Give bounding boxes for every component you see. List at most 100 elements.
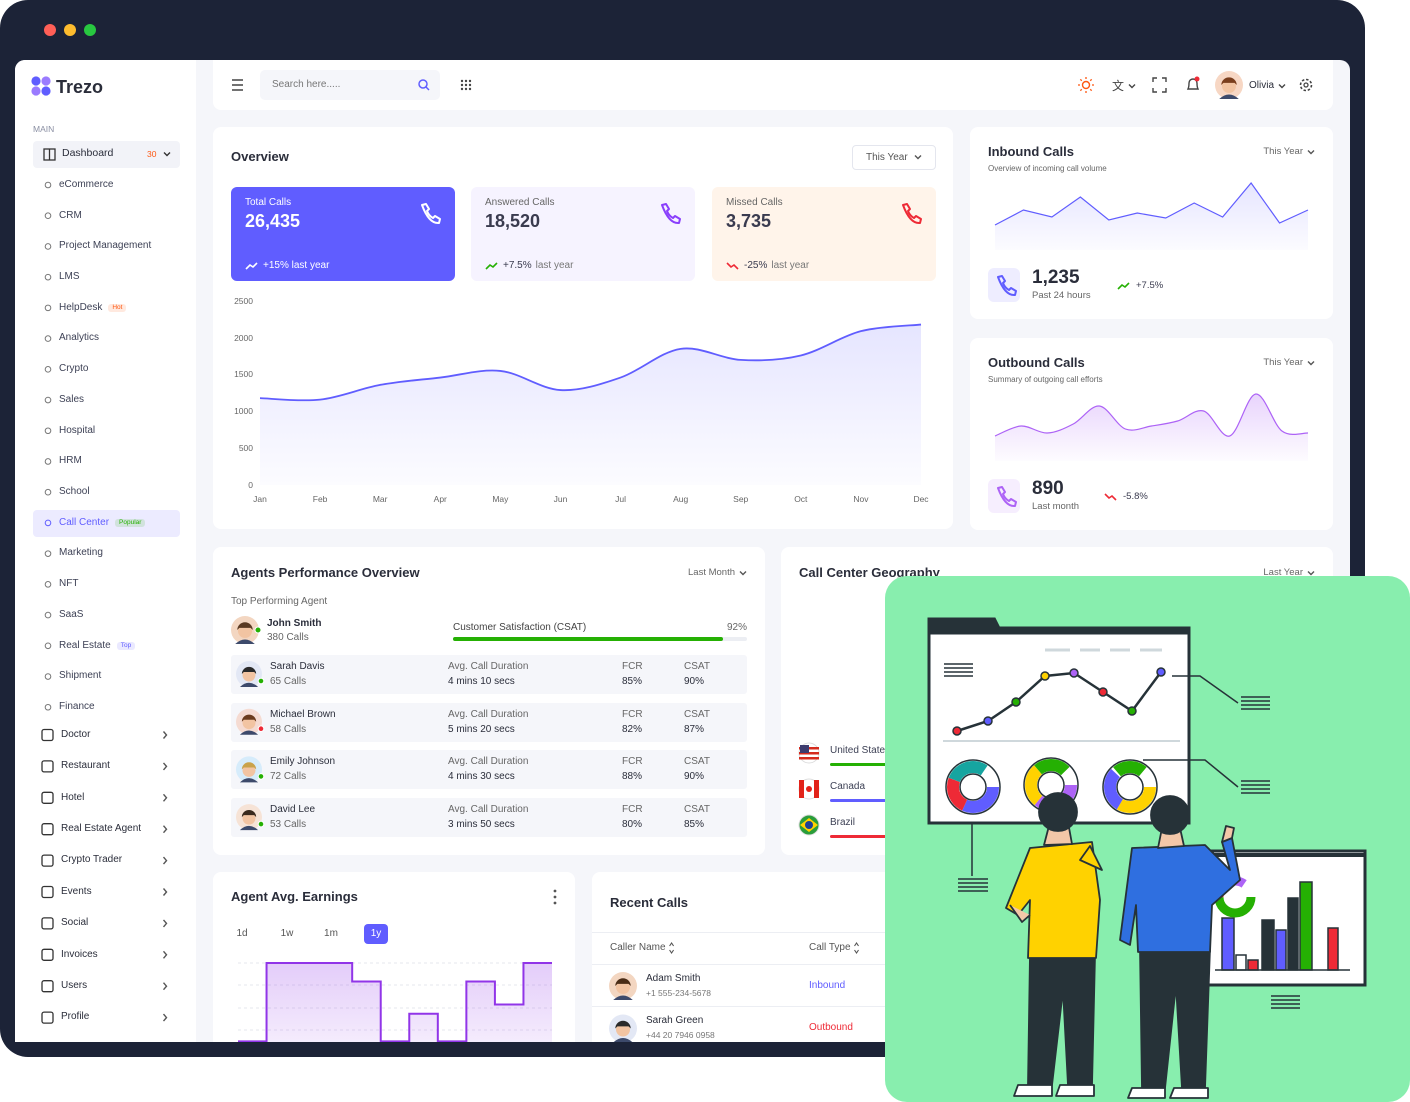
avatar-hair	[241, 762, 257, 770]
menu-item[interactable]: Real Estate Agent	[61, 823, 142, 834]
shape	[1102, 759, 1158, 815]
column-label: Avg. Call Duration	[448, 756, 529, 768]
more-icon	[553, 895, 557, 899]
apps-icon	[468, 83, 472, 87]
menu-bullet	[44, 335, 52, 342]
user-name[interactable]: Olivia	[1249, 79, 1275, 91]
menu-item[interactable]: Analytics	[59, 332, 100, 344]
sparkline	[994, 393, 1309, 437]
x-tick-label: Dec	[913, 493, 929, 504]
fcr: 82%	[622, 723, 643, 735]
person-yellow	[1005, 792, 1103, 1097]
menu-icon	[41, 948, 54, 961]
menu-item[interactable]: Shipment	[59, 670, 102, 682]
fcr: 80%	[622, 818, 643, 830]
filter-label[interactable]: This Year	[1263, 357, 1303, 369]
filter-button[interactable]	[852, 145, 936, 170]
avatar	[609, 1014, 637, 1042]
status-dot	[257, 773, 265, 780]
shape	[1116, 773, 1144, 801]
menu-item[interactable]: Profile	[61, 1011, 90, 1023]
menu-item[interactable]: HelpDesk	[59, 301, 103, 313]
menu-item[interactable]: Social	[61, 917, 89, 929]
chevron	[162, 731, 168, 739]
shape	[1156, 667, 1166, 677]
menu-item[interactable]: Dashboard	[62, 147, 114, 160]
menu-item[interactable]: Events	[61, 885, 92, 897]
menu-item[interactable]: Users	[61, 980, 88, 991]
menu-item[interactable]: Restaurant	[61, 760, 110, 772]
menu-item[interactable]: Finance	[59, 701, 95, 713]
column-header[interactable]: Call Type	[809, 941, 851, 953]
menu-item[interactable]: Real Estate	[59, 639, 111, 651]
menu-bullet	[44, 427, 52, 435]
search-placeholder: Search here.....	[272, 78, 341, 90]
whiteboard	[927, 617, 1191, 825]
menu-item[interactable]: Doctor	[61, 728, 91, 740]
theme-icon	[1089, 78, 1093, 82]
menu-item[interactable]: LMS	[59, 270, 80, 282]
menu-item[interactable]: Crypto	[59, 363, 89, 375]
chevron	[162, 1013, 168, 1022]
settings-icon	[1299, 78, 1313, 92]
menu-bullet	[44, 611, 52, 619]
menu-item[interactable]: Project Management	[59, 240, 152, 252]
stat-card	[231, 187, 455, 281]
trend-icon	[726, 262, 739, 270]
tab[interactable]: 1y	[370, 927, 382, 939]
menu-item-bg[interactable]	[33, 141, 180, 168]
apps-icon	[468, 79, 472, 83]
menu-item[interactable]: Sales	[59, 393, 85, 405]
column-header[interactable]: Caller Name	[610, 941, 666, 953]
status-dot	[257, 725, 265, 733]
filter-label[interactable]: This Year	[1263, 146, 1303, 158]
shape	[1098, 687, 1108, 697]
shape	[952, 726, 962, 736]
logo-dot	[31, 86, 41, 96]
menu-active-bg[interactable]	[33, 509, 180, 537]
tab-active[interactable]	[364, 924, 388, 944]
shape	[1299, 881, 1313, 971]
y-tick-label: 1500	[234, 369, 253, 380]
filter-label[interactable]: Last Month	[688, 567, 735, 579]
stat-value: 26,435	[245, 210, 301, 231]
menu-item[interactable]: Call Center	[59, 516, 110, 528]
search-box[interactable]	[260, 70, 440, 100]
menu-item[interactable]: Crypto Trader	[61, 854, 123, 866]
avatar	[609, 972, 637, 1000]
menu-item[interactable]: School	[59, 486, 90, 497]
dashboard-screen: 文 Trezo MAIN Dashboard 30 eCommerce CRM Projec…	[15, 60, 1350, 1042]
menu-icon	[41, 885, 54, 899]
chevron	[1307, 361, 1315, 366]
shape	[1009, 904, 1031, 923]
shape	[1127, 706, 1137, 716]
menu-item[interactable]: Marketing	[59, 547, 103, 559]
menu-item[interactable]: Hospital	[59, 424, 96, 436]
shape	[944, 663, 973, 677]
shape	[1040, 671, 1050, 681]
chart-line	[259, 323, 922, 402]
tab[interactable]: 1w	[280, 927, 294, 939]
menu-item[interactable]: Hotel	[61, 791, 85, 803]
tab[interactable]: 1d	[236, 927, 248, 939]
sparkline-area	[995, 393, 1308, 461]
csat: 87%	[684, 723, 705, 735]
menu-item[interactable]: Invoices	[61, 948, 98, 960]
menu-item[interactable]: HRM	[59, 455, 82, 467]
menu-item[interactable]: eCommerce	[59, 178, 114, 190]
menu-badge: Popular	[115, 518, 146, 527]
stat-label: Missed Calls	[726, 196, 783, 208]
avatar-body	[613, 995, 633, 1000]
duration: 3 mins 50 secs	[448, 818, 515, 830]
menu-bullet	[44, 581, 52, 588]
tab[interactable]: 1m	[324, 927, 338, 939]
menu-item[interactable]: CRM	[59, 209, 82, 221]
shape	[1013, 1084, 1053, 1097]
sort-icon	[669, 942, 675, 954]
chevron	[1128, 84, 1136, 89]
menu-item[interactable]: SaaS	[59, 608, 84, 620]
chevron	[914, 155, 922, 160]
menu-item[interactable]: NFT	[59, 578, 79, 590]
avatar	[236, 756, 262, 783]
filter-label[interactable]: Last Year	[1263, 567, 1303, 579]
